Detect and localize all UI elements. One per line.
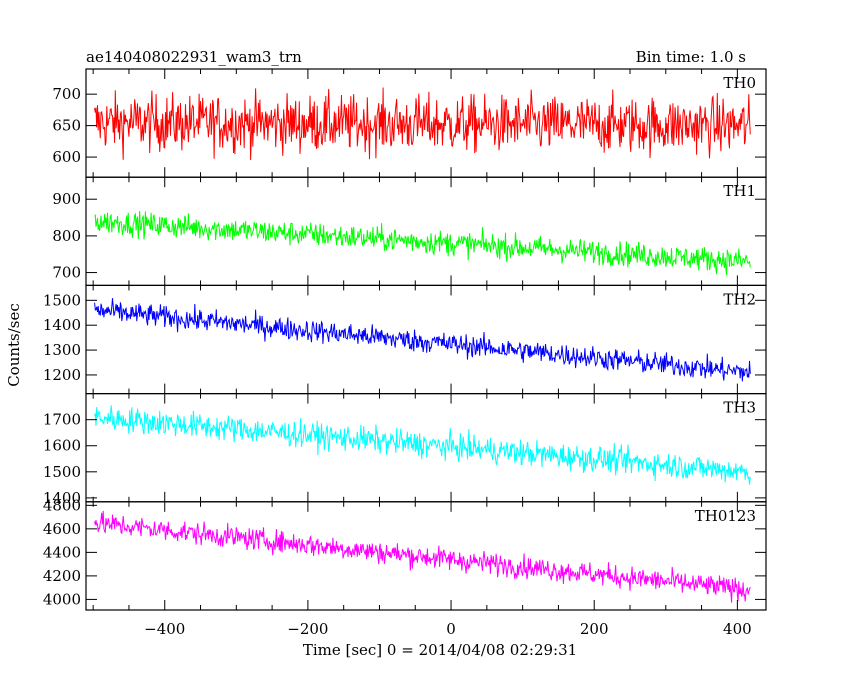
panel-th1: 700 800 900 TH1: [52, 176, 767, 286]
panel-th2: 1200 1300 1400 1500 TH2: [43, 284, 767, 395]
panel-name-label: TH0123: [695, 507, 756, 525]
chart-title: ae140408022931_wam3_trn: [86, 48, 302, 66]
bin-time-label: Bin time: 1.0 s: [636, 48, 746, 66]
y-tick-label: 700: [52, 264, 81, 282]
y-tick-label: 4600: [43, 520, 81, 538]
panel-frame: [85, 284, 767, 395]
series-line-th2: [94, 298, 751, 382]
series-line-th1: [94, 210, 751, 276]
panel-frame: [85, 68, 767, 178]
x-tick-label: −400: [144, 620, 185, 638]
x-axis-label: Time [sec] 0 = 2014/04/08 02:29:31: [303, 641, 577, 659]
panel-name-label: TH2: [723, 290, 756, 308]
y-tick-label: 1500: [43, 291, 81, 309]
y-tick-label: 650: [52, 117, 81, 135]
y-tick-label: 1300: [43, 341, 81, 359]
panel-frame: [85, 176, 767, 286]
y-tick-label: 1600: [43, 437, 81, 455]
x-tick-label: 0: [446, 620, 456, 638]
panel-frame: [85, 501, 767, 611]
series-line-th0123: [94, 510, 751, 603]
x-tick-label: 200: [580, 620, 609, 638]
x-tick-label: −200: [287, 620, 328, 638]
panel-th0: 600 650 700 TH0: [52, 68, 767, 178]
panel-th3: 1400 1500 1600 1700 TH3: [43, 393, 767, 507]
y-tick-label: 700: [52, 85, 81, 103]
panel-name-label: TH3: [723, 399, 756, 417]
panel-name-label: TH1: [723, 182, 756, 200]
y-tick-label: 800: [52, 227, 81, 245]
y-tick-label: 1500: [43, 463, 81, 481]
series-line-th3: [94, 405, 751, 485]
y-tick-label: 4200: [43, 567, 81, 585]
y-tick-label: 900: [52, 190, 81, 208]
panels-group: 600 650 700 TH0 700 800 900 TH1 1200 1300 1400 1500…: [43, 68, 767, 638]
y-tick-label: 1700: [43, 411, 81, 429]
y-tick-label: 4800: [43, 496, 81, 514]
panel-th0123: 4000 4200 4400 4600 4800 TH0123: [43, 496, 767, 611]
y-axis-label: Counts/sec: [5, 303, 23, 387]
y-tick-label: 1400: [43, 316, 81, 334]
y-tick-label: 4400: [43, 543, 81, 561]
panel-name-label: TH0: [723, 74, 756, 92]
y-tick-label: 4000: [43, 590, 81, 608]
y-tick-label: 1200: [43, 366, 81, 384]
y-tick-label: 1400: [43, 489, 81, 507]
x-tick-label: 400: [723, 620, 752, 638]
y-tick-label: 600: [52, 148, 81, 166]
series-line-th0: [94, 87, 751, 161]
